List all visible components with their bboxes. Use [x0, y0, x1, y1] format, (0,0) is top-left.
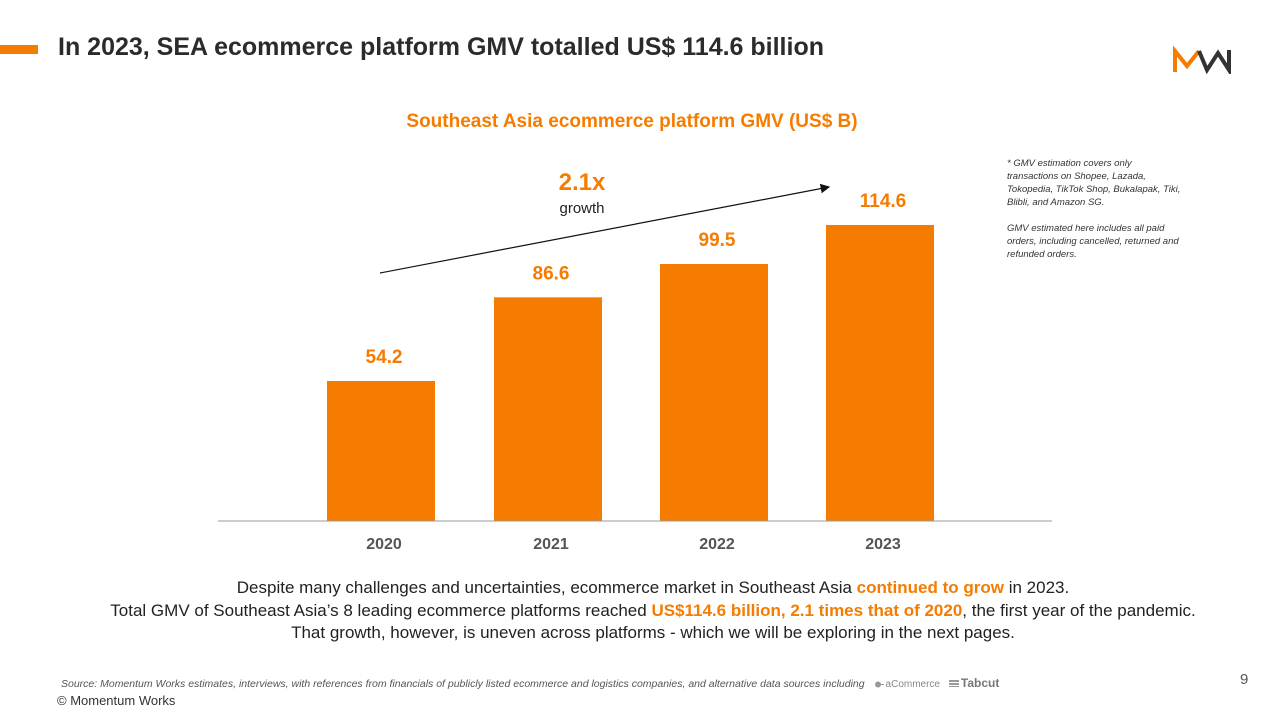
momentum-works-logo-icon: [1173, 46, 1231, 74]
bar-2021: [494, 297, 602, 521]
growth-label: growth: [559, 200, 604, 217]
acommerce-icon: [874, 681, 884, 688]
source-text: Source: Momentum Works estimates, interv…: [61, 678, 865, 690]
summary-highlight: continued to grow: [856, 578, 1004, 597]
summary-line-3: That growth, however, is uneven across p…: [291, 623, 1015, 642]
summary-text-span: in 2023.: [1003, 578, 1070, 597]
slide-title: In 2023, SEA ecommerce platform GMV tota…: [58, 33, 824, 61]
bars-group: [327, 225, 934, 521]
page-number: 9: [1240, 671, 1249, 688]
acommerce-logo: aCommerce: [874, 679, 940, 690]
value-label: 54.2: [366, 347, 403, 368]
source-note: Source: Momentum Works estimates, interv…: [61, 676, 999, 690]
value-label: 86.6: [533, 263, 570, 284]
tabcut-label: Tabcut: [960, 676, 1000, 690]
tabcut-logo: Tabcut: [948, 676, 1000, 690]
x-tick-label: 2022: [699, 536, 735, 553]
growth-annotation: 2.1x growth: [379, 169, 831, 274]
summary-text-span: Despite many challenges and uncertaintie…: [236, 578, 857, 597]
value-label: 114.6: [860, 191, 907, 212]
bar-2023: [826, 225, 934, 521]
summary-line-1: Despite many challenges and uncertaintie…: [30, 577, 1276, 600]
growth-arrow: [379, 183, 831, 274]
accent-bar: [0, 45, 38, 54]
acommerce-label: aCommerce: [885, 679, 940, 690]
x-tick-label: 2023: [865, 536, 901, 553]
x-tick-label: 2020: [366, 536, 402, 553]
value-label: 99.5: [699, 230, 736, 251]
copyright: © Momentum Works: [57, 693, 176, 708]
footnote: * GMV estimation covers only transaction…: [1007, 157, 1182, 274]
summary-text-span: , the first year of the pandemic.: [962, 600, 1196, 620]
summary-text: Despite many challenges and uncertaintie…: [30, 577, 1276, 645]
summary-text-span: Total GMV of Southeast Asia’s 8 leading …: [110, 600, 652, 620]
summary-line-2: Total GMV of Southeast Asia’s 8 leading …: [30, 600, 1276, 623]
bar-chart: 2020 2021 2022 2023 54.2 86.6 99.5 114.6 2.1x …: [218, 169, 1052, 553]
bar-2022: [660, 264, 768, 521]
x-tick-labels: 2020 2021 2022 2023: [366, 536, 901, 553]
footnote-scope: * GMV estimation covers only transaction…: [1007, 158, 1181, 208]
bar-2020: [327, 381, 435, 521]
summary-highlight: US$114.6 billion, 2.1 times that of 2020: [651, 600, 963, 620]
x-tick-label: 2021: [533, 536, 569, 553]
growth-multiplier: 2.1x: [559, 169, 606, 196]
chart-title: Southeast Asia ecommerce platform GMV (U…: [406, 111, 858, 132]
footnote-definition: GMV estimated here includes all paid ord…: [1007, 223, 1179, 260]
tabcut-icon: [948, 680, 959, 688]
value-labels: 54.2 86.6 99.5 114.6: [366, 191, 907, 368]
